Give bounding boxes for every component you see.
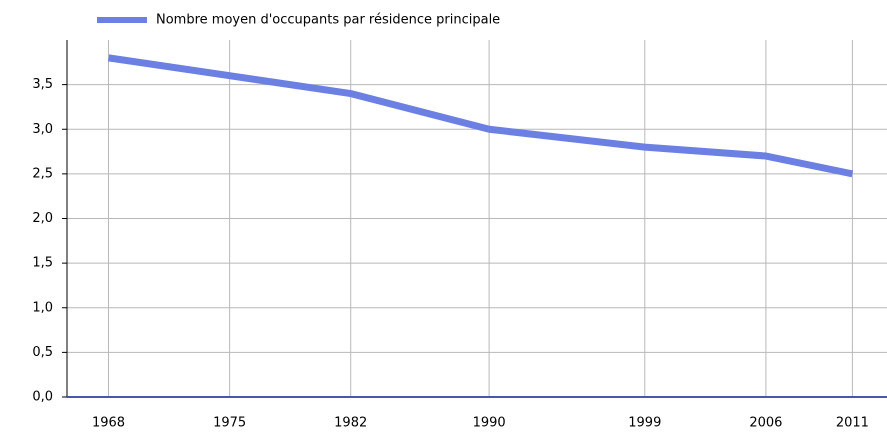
y-tick-label: 2,0 xyxy=(32,211,53,226)
legend-swatch xyxy=(97,17,147,23)
x-tick-label: 1990 xyxy=(473,416,506,431)
legend-label: Nombre moyen d'occupants par résidence p… xyxy=(156,13,500,28)
x-tick-label: 2011 xyxy=(836,416,869,431)
y-tick-label: 0,0 xyxy=(32,390,53,405)
x-tick-label: 1982 xyxy=(334,416,367,431)
x-tick-label: 1968 xyxy=(92,416,125,431)
y-tick-label: 1,0 xyxy=(32,300,53,315)
y-tick-label: 1,5 xyxy=(32,256,53,271)
y-tick-label: 2,5 xyxy=(32,166,53,181)
y-tick-label: 3,5 xyxy=(32,77,53,92)
x-tick-label: 2006 xyxy=(749,416,782,431)
x-tick-label: 1975 xyxy=(213,416,246,431)
y-tick-label: 3,0 xyxy=(32,122,53,137)
y-tick-label: 0,5 xyxy=(32,345,53,360)
x-tick-label: 1999 xyxy=(628,416,661,431)
data-line xyxy=(108,54,854,178)
